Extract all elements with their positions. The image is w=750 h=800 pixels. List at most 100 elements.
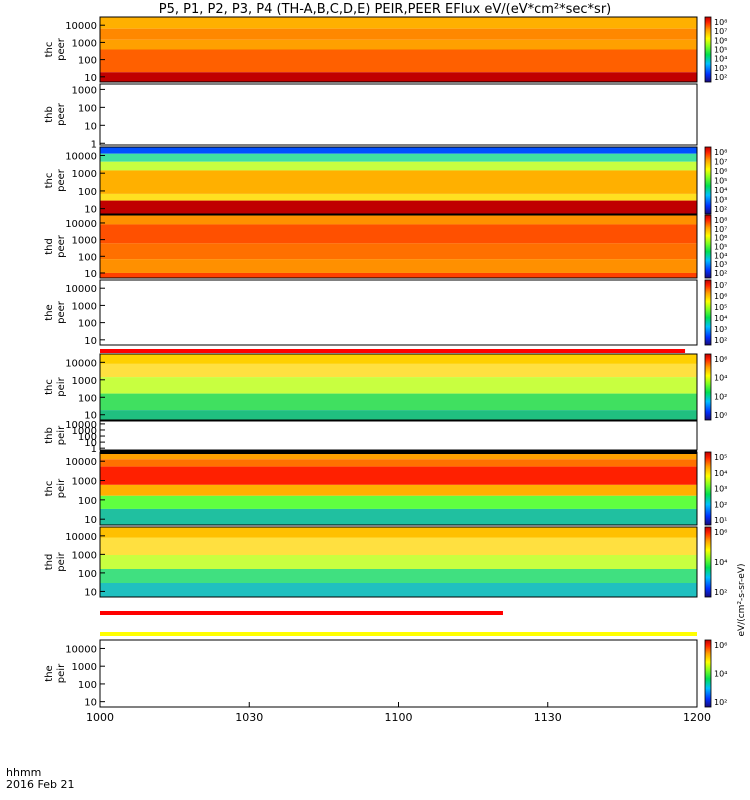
xtick-label-0: 1000 [86,711,114,724]
panel-4-colorbar [704,214,712,279]
panel-5-colorbar-tick-0: 10⁷ [714,281,727,290]
figure-title: P5, P1, P2, P3, P4 (TH-A,B,C,D,E) PEIR,P… [159,2,612,17]
panel-5-frame [99,279,698,346]
panel-3-colorbar-tick-5: 10³ [714,196,727,205]
panel-8-band-3 [100,466,697,485]
panel-3-colorbar-tick-1: 10⁷ [714,158,727,167]
panel-6-band-1 [100,354,697,364]
panel-2-ytick-label-2: 10 [84,121,97,132]
panel-4-band-1 [100,215,697,225]
panel-2-ytick-label-3: 1 [91,139,97,150]
panel-5-ytick-label-0: 10000 [65,284,97,295]
panel-6-frame [99,353,698,421]
panel-3-band-3 [100,161,697,171]
panel-2-label-product: peer [56,102,67,126]
panel-4: 10000 1000 100 10 thd peer 10⁸10⁷10⁶10⁵10⁴10³1… [44,214,727,280]
panel-4-frame [99,214,698,279]
panel-8-colorbar-tick-1: 10⁴ [714,469,727,478]
panel-6-ytick-label-3: 10 [84,411,97,422]
panel-10-ytick-label-2: 100 [78,680,97,691]
panel-2-label-probe: thb [44,106,55,123]
panel-5-ytick-label-3: 10 [84,336,97,347]
panel-4-colorbar-tick-4: 10⁴ [714,251,727,260]
panel-8-ytick-label-3: 10 [84,515,97,526]
panel-3-frame [99,146,698,215]
panel-9-colorbar-tick-2: 10² [714,588,727,597]
panel-8: 10000 1000 100 10 thc peir 10⁵ 10⁴ 10³ 10² 10¹ [44,451,727,526]
panel-6: 10000 1000 100 10 thc peir 10⁶ 10⁴ 10² 10⁰ [44,353,727,422]
panel-7-ytick-label-0: 10000 [65,420,97,431]
status-bar-3 [100,611,503,615]
panel-3-ytick-label-2: 100 [78,187,97,198]
panel-9-ytick-label-1: 1000 [72,550,97,561]
panel-6-ytick-label-2: 100 [78,393,97,404]
panel-8-label-probe: thc [44,481,55,497]
panel-4-colorbar-tick-6: 10² [714,269,727,278]
panel-5-colorbar-tick-2: 10⁵ [714,303,727,312]
panel-3-colorbar-tick-2: 10⁶ [714,167,727,176]
panel-8-ytick-label-1: 1000 [72,477,97,488]
panel-1-ytick-label-0: 10000 [65,21,97,32]
panel-10-label-product: peir [56,663,67,683]
panel-4-ytick-label-0: 10000 [65,219,97,230]
panel-4-colorbar-tick-1: 10⁷ [714,225,727,234]
panel-7-ytick-label-3: 10 [84,438,97,449]
panel-2-frame [99,83,698,146]
xlabel-hhmm: hhmm [6,766,41,779]
panel-2-ytick-label-1: 100 [78,103,97,114]
panel-9-band-1 [100,527,697,538]
xlabel-date: 2016 Feb 21 [6,778,74,791]
panel-10-colorbar-tick-2: 10² [714,698,727,707]
panel-8-colorbar-tick-4: 10¹ [714,516,727,525]
panel-9-band-2 [100,537,697,555]
panel-9-band-5 [100,583,697,597]
panel-1-colorbar-tick-5: 10³ [714,64,727,73]
status-bars-group [100,349,697,636]
panel-3-label-probe: thc [44,173,55,189]
panel-1-colorbar-tick-4: 10⁴ [714,55,727,64]
panel-1-label-product: peer [56,37,67,61]
panel-3-band-1 [100,147,697,154]
panel-1-frame [99,16,698,83]
xtick-label-3: 1130 [534,711,562,724]
panel-9-colorbar [704,526,712,598]
panel-1: 10000 1000 100 10 thc peer 10⁸10⁷10⁶10⁵10⁴10³1… [44,16,727,84]
panel-4-band-4 [100,259,697,273]
panel-3-band-6 [100,200,697,214]
panel-4-label-probe: thd [44,238,55,255]
panel-9-colorbar-tick-0: 10⁶ [714,528,727,537]
panel-4-ytick-label-3: 10 [84,269,97,280]
panel-10: 10000 1000 100 10 the peir 10⁶ 10⁴ 10² [44,639,727,709]
panel-4-band-3 [100,243,697,260]
panel-8-colorbar-tick-3: 10² [714,500,727,509]
panel-5: 10000 1000 100 10 the peer 10⁷ 10⁶ 10⁵ 10⁴ 10³ 10² [44,279,727,347]
panel-5-label-probe: the [44,304,55,320]
colorbar-units-label: eV/(cm²-s-sr-eV) [737,563,747,636]
panel-8-band-1 [100,452,697,460]
panel-10-colorbar [704,639,712,708]
panel-3-colorbar-tick-0: 10⁸ [714,148,727,157]
panel-10-frame [99,639,698,708]
panel-3-ytick-label-3: 10 [84,205,97,216]
panel-1-band-5 [100,72,697,82]
panel-4-colorbar-tick-0: 10⁸ [714,216,727,225]
panel-5-ytick-label-1: 1000 [72,301,97,312]
panel-7-ytick-label-1: 1000 [72,426,97,437]
panel-3-ytick-label-0: 10000 [65,151,97,162]
panel-6-colorbar [704,353,712,421]
panel-8-colorbar-tick-0: 10⁵ [714,453,727,462]
panel-7-label-probe: thb [44,427,55,444]
panel-6-band-5 [100,410,697,420]
panel-8-colorbar [704,451,712,526]
panel-1-colorbar-tick-3: 10⁵ [714,46,727,55]
panel-6-label-product: peir [56,376,67,396]
panel-6-colorbar-tick-3: 10⁰ [714,411,727,420]
panel-10-ytick-label-0: 10000 [65,644,97,655]
panel-2: 1000 100 10 1 thb peer [44,83,698,150]
panel-9-ytick-label-3: 10 [84,587,97,598]
panel-3-colorbar-tick-4: 10⁴ [714,186,727,195]
xtick-label-2: 1100 [385,711,413,724]
panel-1-colorbar [704,16,712,83]
